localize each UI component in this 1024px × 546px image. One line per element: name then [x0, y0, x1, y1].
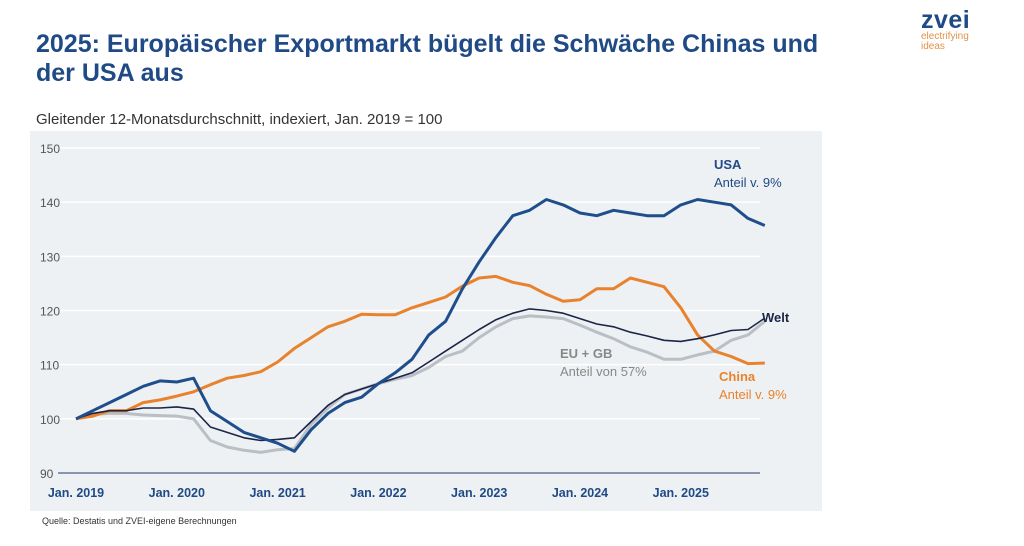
y-tick-label: 120	[40, 305, 60, 319]
series-line-welt	[75, 308, 766, 442]
page-title: 2025: Europäischer Exportmarkt bügelt di…	[36, 30, 819, 87]
series-note: Anteil v. 9%	[714, 175, 782, 190]
x-tick-label: Jan. 2023	[451, 486, 507, 500]
series-note: Anteil von 57%	[560, 364, 647, 379]
x-tick-label: Jan. 2021	[249, 486, 305, 500]
series-label: USA	[714, 157, 742, 172]
x-tick-label: Jan. 2020	[149, 486, 205, 500]
x-tick-label: Jan. 2024	[552, 486, 608, 500]
series-line-eu-gb	[75, 314, 766, 454]
y-tick-label: 140	[40, 196, 60, 210]
y-tick-label: 100	[40, 413, 60, 427]
series-label: Welt	[762, 310, 790, 325]
logo-wordmark: zvei	[921, 6, 971, 34]
y-tick-label: 110	[40, 359, 59, 373]
logo-tagline-1: electrifying	[921, 31, 969, 42]
y-tick-label: 150	[40, 142, 60, 156]
source-note: Quelle: Destatis und ZVEI-eigene Berechn…	[42, 516, 237, 526]
x-tick-label: Jan. 2022	[350, 486, 406, 500]
y-tick-label: 90	[40, 467, 54, 481]
series-label: EU + GB	[560, 346, 612, 361]
series-label: China	[719, 369, 756, 384]
zvei-logo: zvei electrifying ideas	[921, 8, 970, 52]
series-line-china	[75, 274, 765, 421]
logo-tagline-2: ideas	[921, 41, 945, 52]
y-tick-label: 130	[40, 250, 60, 264]
series-note: Anteil v. 9%	[719, 387, 787, 402]
x-tick-label: Jan. 2025	[653, 486, 709, 500]
chart-subtitle: Gleitender 12-Monatsdurchschnitt, indexi…	[36, 111, 443, 128]
series-line-usa	[75, 198, 766, 453]
x-tick-label: Jan. 2019	[48, 486, 104, 500]
